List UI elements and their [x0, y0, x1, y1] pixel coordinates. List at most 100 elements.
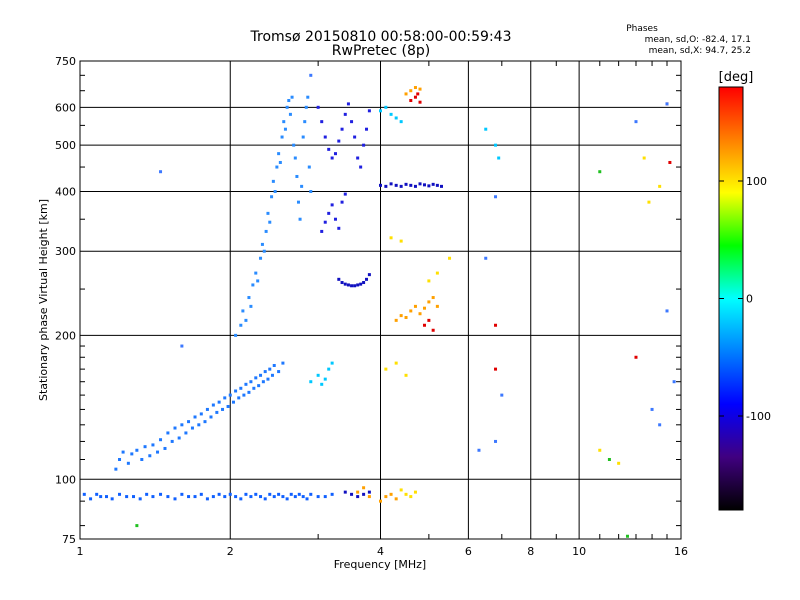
data-point: [350, 492, 354, 496]
data-point: [197, 423, 201, 427]
data-point: [413, 304, 417, 308]
phase-x-stats: mean, sd,X: 94.7, 25.2: [649, 46, 751, 56]
data-point: [184, 431, 188, 435]
data-point: [394, 318, 398, 322]
data-point: [431, 182, 435, 186]
data-point: [343, 282, 347, 286]
data-point: [263, 370, 267, 374]
data-point: [244, 318, 248, 322]
data-point: [259, 373, 263, 377]
data-point: [266, 377, 270, 381]
data-point: [289, 492, 293, 496]
data-point: [292, 143, 296, 147]
data-point: [389, 492, 393, 496]
data-point: [367, 109, 371, 113]
data-point: [389, 236, 393, 240]
data-point: [239, 497, 243, 501]
data-point: [173, 497, 177, 501]
data-point: [356, 495, 360, 499]
chart-title: Tromsø 20150810 00:58:00-00:59:43: [250, 29, 512, 45]
data-point: [399, 184, 403, 188]
data-point: [598, 448, 602, 452]
data-point: [241, 309, 245, 313]
data-point: [231, 400, 235, 404]
data-point: [118, 492, 122, 496]
data-point: [435, 271, 439, 275]
data-point: [413, 490, 417, 494]
data-point: [95, 492, 99, 496]
data-point: [293, 156, 297, 160]
data-point: [359, 165, 363, 169]
data-point: [330, 156, 334, 160]
data-point: [237, 396, 241, 400]
y-tick-label: 200: [55, 329, 76, 342]
y-tick-label: 75: [62, 533, 76, 546]
data-point: [418, 100, 422, 104]
data-point: [409, 309, 413, 313]
data-point: [159, 492, 163, 496]
data-point: [193, 495, 197, 499]
data-point: [254, 271, 258, 275]
data-point: [271, 179, 275, 183]
y-tick-label: 100: [55, 473, 76, 486]
y-axis-label: Stationary phase Virtual Height [km]: [37, 199, 50, 401]
data-point: [327, 211, 331, 215]
data-point: [367, 273, 371, 277]
data-point: [159, 170, 163, 174]
data-point: [413, 95, 417, 99]
data-point: [668, 160, 672, 164]
data-point: [148, 454, 152, 458]
data-point: [309, 73, 313, 77]
data-point: [379, 499, 382, 503]
data-point: [159, 438, 163, 442]
data-point: [346, 283, 350, 287]
data-point: [277, 492, 281, 496]
data-point: [440, 184, 444, 188]
data-point: [140, 457, 144, 461]
data-point: [607, 457, 611, 461]
data-point: [409, 89, 413, 93]
data-point: [118, 457, 122, 461]
x-tick-labels: 1 2 4 6 8 10 16: [77, 545, 689, 558]
data-point: [394, 497, 398, 501]
data-point: [234, 389, 238, 393]
data-point: [272, 495, 276, 499]
data-point: [281, 495, 285, 499]
data-point: [296, 200, 300, 204]
data-point: [365, 127, 369, 131]
data-point: [320, 120, 324, 124]
data-point: [135, 524, 139, 528]
data-point: [260, 242, 264, 246]
data-point: [130, 452, 134, 456]
y-tick-label: 600: [55, 101, 76, 114]
data-point: [268, 220, 272, 224]
plot-frame: [79, 60, 682, 540]
data-point: [278, 160, 282, 164]
data-point: [114, 467, 118, 471]
data-point: [362, 486, 366, 490]
data-point: [316, 105, 320, 109]
data-point: [435, 304, 439, 308]
data-point: [259, 495, 263, 499]
data-point: [323, 135, 327, 139]
data-point: [132, 495, 136, 499]
data-point: [356, 156, 360, 160]
data-point: [226, 404, 230, 408]
data-point: [323, 220, 327, 224]
data-point: [82, 492, 86, 496]
data-point: [350, 120, 354, 124]
data-point: [249, 380, 253, 384]
data-point: [156, 450, 160, 454]
data-point: [126, 461, 130, 465]
data-point: [254, 376, 258, 380]
data-point: [259, 256, 263, 260]
data-point: [205, 497, 209, 501]
data-point: [301, 135, 305, 139]
data-point: [249, 495, 253, 499]
data-point: [330, 203, 334, 207]
data-point: [431, 328, 435, 332]
colorbar-label: [deg]: [719, 70, 754, 85]
data-point: [494, 195, 498, 199]
data-point: [494, 367, 498, 371]
